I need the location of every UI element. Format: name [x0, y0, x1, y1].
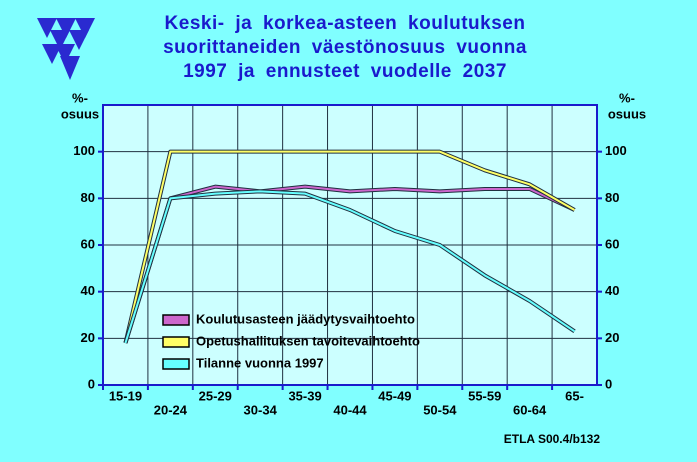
y-tick-label: 20	[81, 330, 95, 345]
y-axis-label: %-	[72, 90, 88, 105]
legend-label: Opetushallituksen tavoitevaihtoehto	[196, 333, 420, 348]
legend-swatch	[162, 358, 190, 370]
series-line	[124, 150, 576, 344]
legend-swatch	[162, 336, 190, 348]
x-tick-label: 25-29	[199, 388, 232, 403]
x-tick-label: 15-19	[109, 388, 142, 403]
legend-label: Tilanne vuonna 1997	[196, 355, 324, 370]
legend-label: Koulutusasteen jäädytysvaihtoehto	[196, 311, 415, 326]
x-tick-label: 55-59	[468, 388, 501, 403]
y2-tick-label: 100	[605, 143, 627, 158]
y2-tick-label: 80	[605, 190, 619, 205]
y-tick-label: 80	[81, 190, 95, 205]
x-tick-label: 40-44	[333, 402, 367, 417]
x-tick-label: 30-34	[244, 402, 278, 417]
logo	[37, 18, 95, 80]
series-line	[124, 190, 576, 344]
y2-axis-label: %-	[619, 90, 635, 105]
x-tick-label: 50-54	[423, 402, 457, 417]
x-tick-label: 65-	[565, 388, 584, 403]
chart-title: 1997 ja ennusteet vuodelle 2037	[183, 61, 507, 82]
y-axis-label: osuus	[61, 106, 99, 121]
y2-tick-label: 20	[605, 330, 619, 345]
chart-title: Keski- ja korkea-asteen koulutuksen	[165, 13, 526, 34]
y-tick-label: 0	[88, 376, 95, 391]
plot-frame	[102, 104, 598, 386]
chart-title: suorittaneiden väestönosuus vuonna	[163, 37, 527, 58]
y2-tick-label: 40	[605, 283, 619, 298]
series-line	[124, 185, 575, 344]
x-tick-label: 35-39	[288, 388, 321, 403]
x-tick-label: 20-24	[154, 402, 188, 417]
x-tick-label: 45-49	[378, 388, 411, 403]
y2-axis-label: osuus	[608, 106, 646, 121]
x-tick-label: 60-64	[513, 402, 547, 417]
y2-tick-label: 0	[605, 376, 612, 391]
legend-swatch	[162, 314, 190, 326]
y-tick-label: 40	[81, 283, 95, 298]
y-tick-label: 60	[81, 236, 95, 251]
y-tick-label: 100	[73, 143, 95, 158]
y2-tick-label: 60	[605, 236, 619, 251]
source: ETLA S00.4/b132	[504, 432, 601, 446]
